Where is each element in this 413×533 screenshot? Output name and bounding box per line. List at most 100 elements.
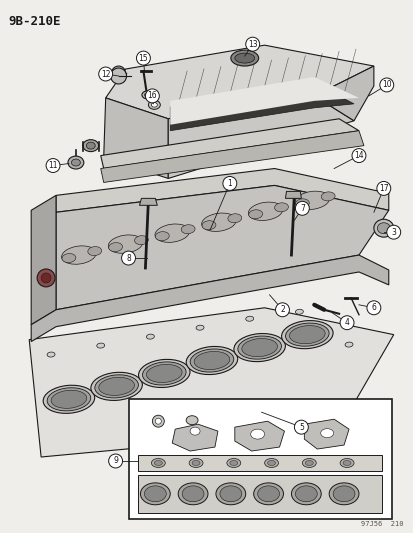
Ellipse shape [47, 387, 90, 411]
Ellipse shape [274, 203, 288, 212]
Ellipse shape [86, 142, 95, 149]
Text: 97J56  210: 97J56 210 [360, 521, 403, 527]
Ellipse shape [95, 375, 138, 398]
Ellipse shape [320, 192, 334, 201]
Ellipse shape [51, 390, 87, 408]
Ellipse shape [62, 246, 96, 264]
Ellipse shape [250, 429, 264, 439]
Ellipse shape [148, 100, 160, 109]
Ellipse shape [248, 210, 262, 219]
Circle shape [145, 89, 159, 103]
Circle shape [155, 418, 161, 424]
Text: 4: 4 [344, 318, 349, 327]
Circle shape [112, 66, 125, 80]
Polygon shape [170, 83, 353, 131]
Circle shape [275, 303, 289, 317]
Ellipse shape [138, 359, 190, 387]
Ellipse shape [97, 343, 104, 348]
Polygon shape [56, 185, 388, 310]
Circle shape [295, 201, 309, 215]
Ellipse shape [186, 416, 197, 425]
Ellipse shape [248, 202, 282, 221]
Polygon shape [31, 196, 56, 325]
Circle shape [245, 37, 259, 51]
Text: 8: 8 [126, 254, 131, 263]
Ellipse shape [196, 325, 204, 330]
Ellipse shape [226, 458, 240, 467]
Ellipse shape [151, 458, 165, 467]
Ellipse shape [47, 352, 55, 357]
Ellipse shape [227, 214, 241, 223]
Ellipse shape [99, 377, 134, 395]
Ellipse shape [201, 213, 235, 231]
Polygon shape [100, 131, 363, 182]
Ellipse shape [289, 326, 324, 344]
Ellipse shape [257, 486, 279, 502]
Ellipse shape [305, 461, 313, 465]
Circle shape [110, 68, 126, 84]
Ellipse shape [43, 385, 95, 414]
Circle shape [37, 269, 55, 287]
Polygon shape [100, 119, 358, 168]
Ellipse shape [178, 483, 207, 505]
Polygon shape [56, 168, 388, 212]
Text: 15: 15 [138, 54, 148, 62]
Ellipse shape [376, 223, 389, 233]
Ellipse shape [186, 346, 237, 375]
Text: 13: 13 [247, 39, 257, 49]
Ellipse shape [328, 483, 358, 505]
Ellipse shape [142, 91, 152, 99]
Text: 7: 7 [299, 204, 304, 213]
Ellipse shape [144, 93, 150, 97]
Ellipse shape [146, 334, 154, 339]
Ellipse shape [181, 225, 195, 233]
Ellipse shape [233, 334, 285, 361]
Polygon shape [304, 419, 348, 449]
Ellipse shape [219, 486, 241, 502]
Ellipse shape [109, 243, 122, 252]
Polygon shape [139, 198, 157, 205]
Text: 2: 2 [280, 305, 284, 314]
Ellipse shape [295, 199, 309, 208]
Bar [128, 399, 391, 519]
Text: 1: 1 [227, 179, 232, 188]
Circle shape [152, 415, 164, 427]
Polygon shape [285, 191, 301, 198]
Ellipse shape [301, 458, 316, 467]
Ellipse shape [285, 323, 328, 346]
Ellipse shape [344, 342, 352, 347]
Ellipse shape [202, 221, 216, 230]
Ellipse shape [108, 235, 142, 253]
Ellipse shape [281, 320, 332, 349]
Ellipse shape [142, 362, 185, 385]
Ellipse shape [216, 483, 245, 505]
Circle shape [386, 225, 400, 239]
Circle shape [41, 273, 51, 283]
Text: 10: 10 [381, 80, 391, 90]
Ellipse shape [154, 224, 189, 243]
Ellipse shape [291, 483, 320, 505]
Ellipse shape [295, 309, 303, 314]
Ellipse shape [267, 461, 275, 465]
Ellipse shape [234, 53, 254, 63]
Circle shape [136, 51, 150, 65]
Ellipse shape [230, 50, 258, 66]
Ellipse shape [295, 486, 316, 502]
Polygon shape [29, 308, 393, 457]
Circle shape [294, 420, 308, 434]
Text: 16: 16 [147, 91, 157, 100]
Circle shape [379, 78, 393, 92]
Text: 3: 3 [390, 228, 395, 237]
Text: 11: 11 [48, 161, 58, 170]
Circle shape [339, 316, 353, 330]
Text: 17: 17 [378, 184, 388, 193]
Ellipse shape [294, 191, 329, 209]
Circle shape [376, 181, 390, 196]
Ellipse shape [68, 156, 83, 169]
Ellipse shape [190, 349, 233, 372]
Ellipse shape [245, 316, 253, 321]
Polygon shape [168, 96, 353, 179]
Ellipse shape [88, 247, 102, 256]
Ellipse shape [182, 486, 204, 502]
Circle shape [222, 176, 236, 190]
